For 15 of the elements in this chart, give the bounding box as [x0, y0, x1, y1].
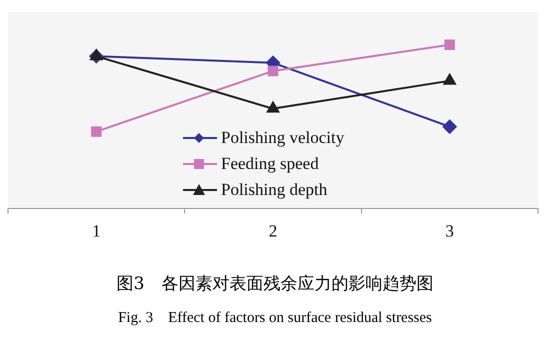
point	[266, 102, 280, 113]
x-tick-label: 1	[92, 221, 101, 240]
point	[268, 66, 278, 76]
text: Fig. 3 Effect of factors on surface residual stresses	[117, 309, 433, 327]
text: 图3 各因素对表面残余应力的影响趋势图	[116, 273, 434, 295]
point	[443, 74, 456, 85]
legend-label: Feeding speed	[221, 152, 319, 175]
point	[442, 120, 457, 134]
legend-label: Polishing depth	[221, 178, 328, 201]
point	[90, 49, 103, 60]
x-tick-label: 3	[445, 221, 454, 240]
x-tick-label: 2	[268, 221, 278, 240]
point	[444, 40, 455, 50]
legend-label: Polishing velocity	[221, 126, 344, 149]
point	[91, 126, 102, 137]
